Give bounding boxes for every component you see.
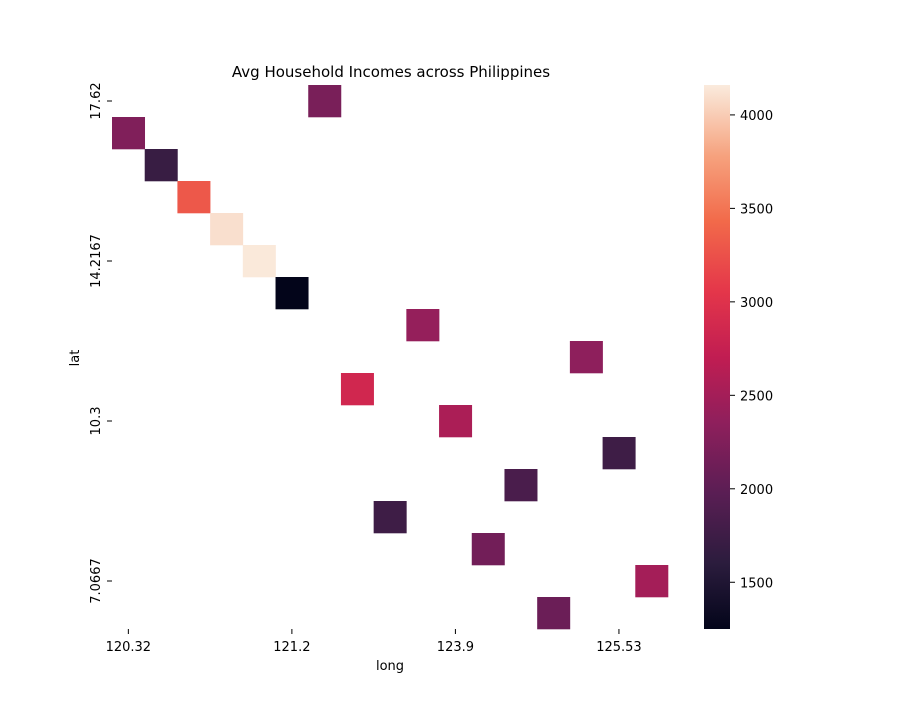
colorbar-tick-label: 2500 (740, 389, 773, 404)
colorbar-tick-label: 2000 (740, 483, 773, 498)
colorbar-tick-label: 1500 (740, 576, 773, 591)
colorbar-ticks: 1500 2000 2500 3000 3500 4000 (730, 109, 773, 591)
y-tick-label: 7.0667 (89, 558, 104, 604)
heatmap-cell (373, 501, 407, 534)
heatmap-cell (569, 341, 603, 374)
heatmap-cell (112, 117, 146, 150)
heatmap-cell (504, 469, 538, 502)
heatmap-cell (340, 373, 374, 406)
heatmap-cell (177, 181, 211, 214)
heatmap-cell (635, 565, 669, 598)
heatmap-cell (210, 213, 244, 246)
heatmap-cell (602, 437, 636, 470)
colorbar-tick-label: 3500 (740, 202, 773, 217)
chart-title: Avg Household Incomes across Philippines (232, 63, 550, 81)
heatmap-cell (406, 309, 440, 342)
y-axis-label: lat (68, 350, 83, 367)
y-tick-label: 14.2167 (89, 234, 104, 288)
colorbar-tick-label: 4000 (740, 109, 773, 124)
x-tick-label: 123.9 (437, 640, 474, 655)
x-tick-label: 120.32 (106, 640, 152, 655)
x-axis-label: long (376, 659, 404, 674)
y-tick-label: 10.3 (89, 407, 104, 436)
heatmap-cell (275, 277, 309, 310)
colorbar (704, 85, 730, 629)
heatmap-cell (439, 405, 473, 438)
heatmap-cell (471, 533, 505, 566)
y-axis: 17.62 14.2167 10.3 7.0667 (89, 82, 112, 604)
x-tick-label: 121.2 (273, 640, 310, 655)
y-tick-label: 17.62 (89, 82, 104, 119)
heatmap-cell (144, 149, 178, 182)
heatmap-cell (537, 597, 571, 630)
heatmap-cell (308, 85, 342, 118)
heatmap-cells (112, 85, 669, 630)
x-axis: 120.32 121.2 123.9 125.53 (106, 629, 642, 655)
colorbar-tick-label: 3000 (740, 296, 773, 311)
x-tick-label: 125.53 (596, 640, 642, 655)
heatmap-cell (242, 245, 276, 278)
